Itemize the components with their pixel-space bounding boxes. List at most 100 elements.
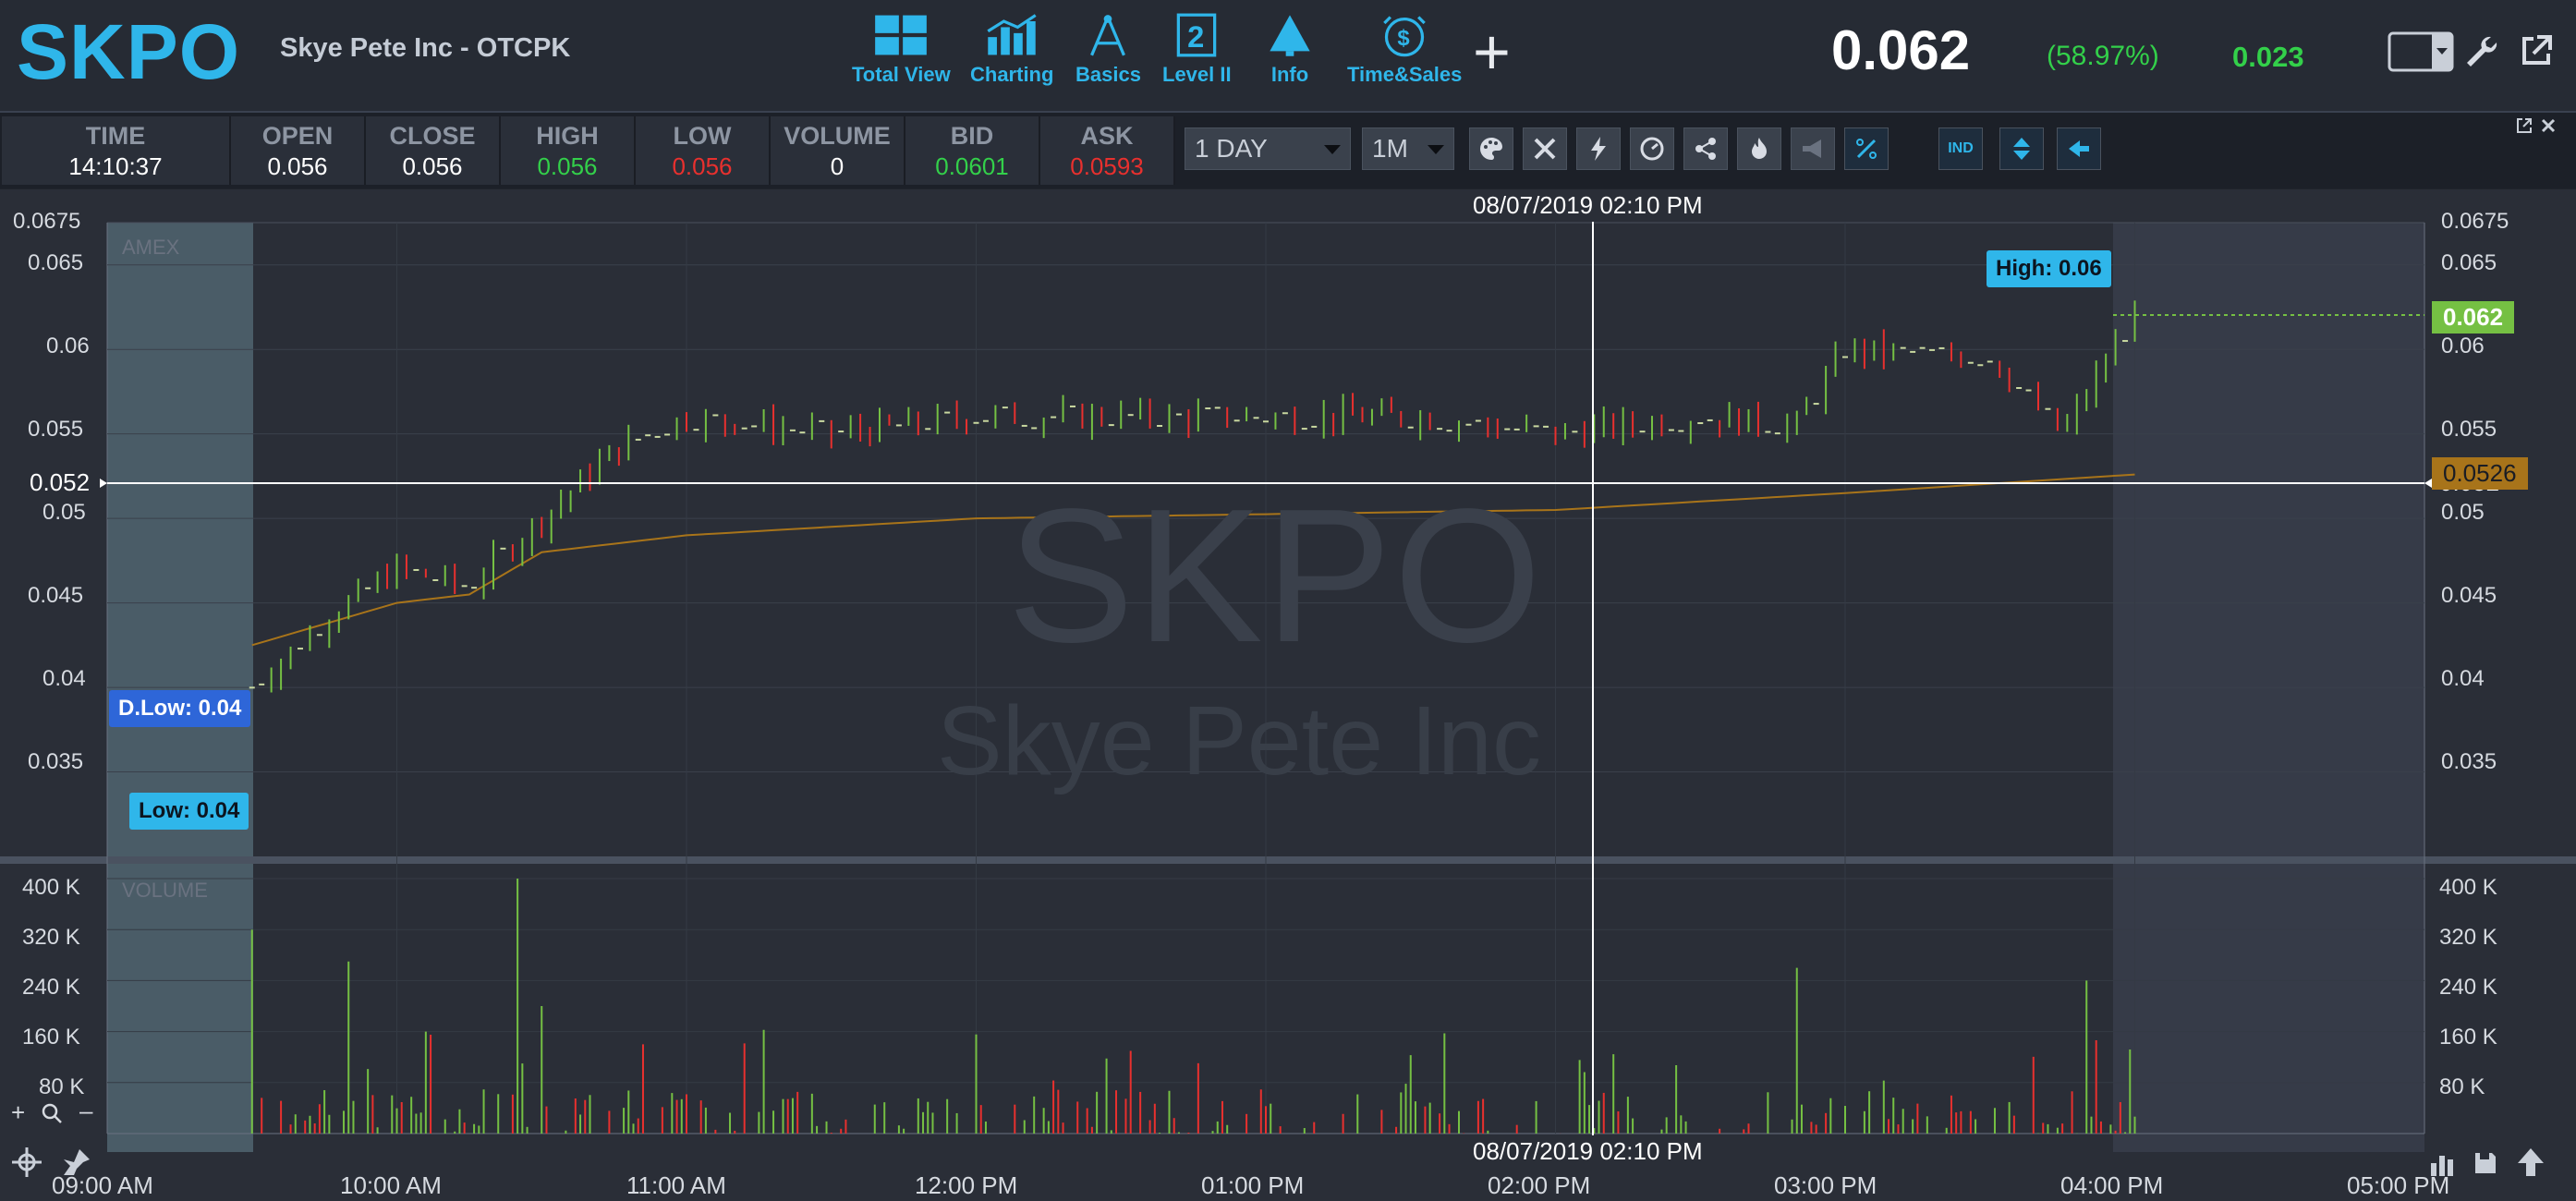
price-tick-left: 0.065: [28, 250, 84, 275]
stat-low-label: LOW: [673, 122, 732, 150]
popout-icon: [2517, 118, 2532, 133]
svg-text:$: $: [1398, 26, 1410, 51]
drawing-tools-button[interactable]: [1523, 127, 1567, 170]
panel-close-button[interactable]: [2539, 116, 2558, 140]
gauge-icon: [1640, 137, 1664, 161]
premarket-shade: [107, 223, 253, 856]
scale-updown-button[interactable]: [1999, 127, 2044, 170]
stat-volume: VOLUME 0: [771, 116, 905, 185]
bar-chart-icon: [2431, 1156, 2453, 1176]
nav-level-ii[interactable]: 2 Level II: [1162, 11, 1232, 87]
time-tick: 04:00 PM: [2060, 1171, 2164, 1199]
range-select[interactable]: 1 DAY: [1185, 127, 1351, 170]
zoom-out-button[interactable]: –: [79, 1097, 93, 1124]
nav-info-label: Info: [1270, 63, 1309, 86]
stat-bid: BID 0.0601: [905, 116, 1040, 185]
nav-total-view[interactable]: Total View: [852, 11, 951, 87]
price-tick-left: 0.045: [28, 583, 84, 608]
last-price: 0.062: [1831, 19, 1971, 81]
share-button[interactable]: [1683, 127, 1728, 170]
price-tick-right: 0.06: [2441, 334, 2485, 358]
nav-charting[interactable]: Charting: [970, 11, 1053, 87]
arrow-icon: [2069, 140, 2089, 157]
chart-area[interactable]: SKPO Skye Pete Inc AMEX VOLUME 0.0675 0.…: [0, 189, 2576, 1201]
day-low-tag: D.Low: 0.04: [109, 690, 251, 727]
stat-high: HIGH 0.056: [501, 116, 636, 185]
symbol-title[interactable]: SKPO: [17, 8, 241, 95]
basics-icon: [1090, 15, 1126, 56]
color-theme-button[interactable]: [1469, 127, 1513, 170]
stat-time-label: TIME: [85, 122, 146, 150]
popout-button[interactable]: [2519, 33, 2554, 73]
time-sales-icon: $: [1383, 16, 1426, 57]
speed-button[interactable]: [1630, 127, 1674, 170]
stat-open: OPEN 0.056: [231, 116, 366, 185]
zoom-in-button[interactable]: +: [11, 1098, 26, 1126]
volume-tick-right: 240 K: [2439, 975, 2497, 1000]
volume-tick-left: 160 K: [22, 1025, 80, 1049]
stat-open-label: OPEN: [261, 122, 334, 150]
nav-basics[interactable]: Basics: [1075, 11, 1141, 87]
nav-time-sales[interactable]: $ Time&Sales: [1347, 11, 1462, 87]
price-tick-left: 0.055: [28, 417, 84, 442]
megaphone-icon: [1803, 140, 1821, 158]
header-bar: SKPO Skye Pete Inc - OTCPK Total View Ch…: [0, 0, 2576, 111]
price-tick-right: 0.035: [2441, 749, 2497, 774]
volume-tick-left: 80 K: [39, 1074, 85, 1099]
chevron-down-icon: [1324, 145, 1341, 154]
share-icon: [1695, 138, 1716, 160]
stat-open-value: 0.056: [267, 152, 328, 180]
nav-charting-label: Charting: [970, 63, 1054, 86]
popout-icon: [2522, 35, 2552, 65]
net-change: 0.023: [2232, 41, 2304, 73]
price-tick-right: 0.04: [2441, 666, 2485, 691]
ind-icon: IND: [1948, 140, 1974, 156]
afterhours-shade-volume: [2113, 864, 2424, 1152]
stat-close: CLOSE 0.056: [366, 116, 501, 185]
price-tick-left: 0.035: [28, 749, 84, 774]
close-icon: [2541, 118, 2556, 133]
afterhours-shade: [2113, 223, 2424, 856]
indicators-button[interactable]: IND: [1938, 127, 1983, 170]
nav-info[interactable]: Info: [1266, 11, 1314, 87]
save-icon: [2475, 1153, 2496, 1173]
charting-icon: [987, 14, 1037, 55]
price-tick-left: 0.0675: [13, 209, 81, 234]
quick-action-button[interactable]: [1576, 127, 1621, 170]
time-tick: 02:00 PM: [1488, 1171, 1591, 1199]
alerts-button[interactable]: [1791, 127, 1835, 170]
quote-stats-row: TIME 14:10:37 OPEN 0.056 CLOSE 0.056 HIGH 0.…: [0, 111, 2576, 188]
stat-ask: ASK 0.0593: [1040, 116, 1175, 185]
stat-high-value: 0.056: [537, 152, 598, 180]
info-icon: [1270, 15, 1310, 56]
stat-low: LOW 0.056: [636, 116, 771, 185]
price-volume-chart[interactable]: [0, 189, 2576, 1201]
interval-select[interactable]: 1M: [1362, 127, 1454, 170]
time-tick: 12:00 PM: [915, 1171, 1018, 1199]
layout-toggle-button[interactable]: [2388, 31, 2454, 77]
nav-time-sales-label: Time&Sales: [1347, 63, 1463, 86]
percent-change: (58.97%): [2047, 41, 2159, 71]
pane-divider[interactable]: [0, 856, 2576, 864]
percent-icon: [1856, 139, 1877, 159]
navigation-button[interactable]: [2057, 127, 2101, 170]
layout-icon: [2388, 31, 2454, 72]
add-panel-button[interactable]: +: [1473, 16, 1511, 88]
stat-ask-value: 0.0593: [1070, 152, 1144, 180]
crosshair-right-marker-icon: [2424, 479, 2432, 488]
price-tick-left: 0.05: [43, 500, 86, 525]
crosshair-time-bottom: 08/07/2019 02:10 PM: [1467, 1135, 1708, 1168]
settings-button[interactable]: [2463, 33, 2498, 73]
percent-scale-button[interactable]: [1844, 127, 1889, 170]
svg-text:2: 2: [1187, 19, 1204, 54]
stat-time-value: 14:10:37: [68, 152, 163, 180]
crosshair-left-marker-icon: [100, 479, 107, 488]
hot-button[interactable]: [1737, 127, 1781, 170]
price-tick-left: 0.04: [43, 666, 86, 691]
lightning-icon: [1591, 137, 1606, 161]
time-tick: 11:00 AM: [626, 1171, 726, 1199]
volume-pane-label: VOLUME: [122, 879, 208, 902]
nav-level-ii-label: Level II: [1162, 63, 1232, 86]
panel-popout-button[interactable]: [2515, 116, 2533, 140]
interval-select-value: 1M: [1372, 134, 1408, 163]
